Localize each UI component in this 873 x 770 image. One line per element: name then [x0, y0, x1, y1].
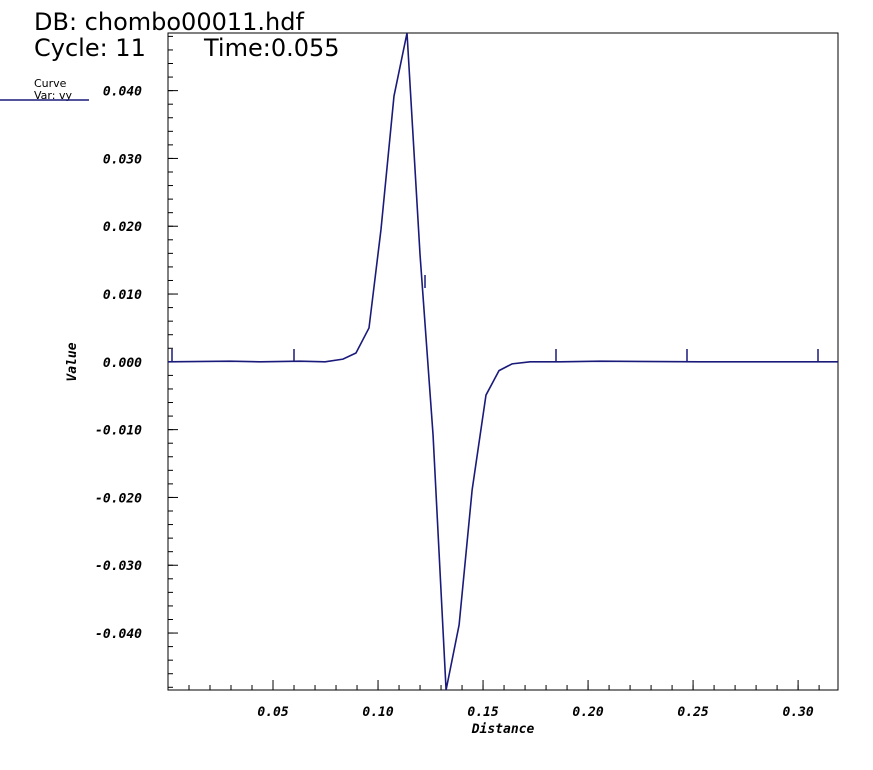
y-tick-label: -0.010 — [95, 424, 142, 439]
y-tick-label: 0.010 — [103, 288, 142, 303]
x-axis-label: Distance — [471, 722, 535, 737]
y-tick-label: -0.030 — [95, 559, 142, 574]
curve — [167, 32, 838, 691]
y-tick-label: -0.040 — [95, 627, 142, 642]
y-tick-label: 0.020 — [103, 220, 142, 235]
y-tick-label: 0.040 — [103, 85, 142, 100]
x-tick-label: 0.25 — [677, 705, 708, 720]
y-tick-label: 0.030 — [103, 152, 142, 167]
time-label: Time:0.055 — [203, 34, 340, 62]
x-tick-label: 0.05 — [257, 705, 288, 720]
y-tick-label: -0.020 — [95, 491, 142, 506]
y-axis-label: Value — [65, 342, 80, 381]
artifact-marks — [171, 275, 819, 362]
x-tick-label: 0.30 — [782, 705, 813, 720]
db-title: DB: chombo00011.hdf — [34, 8, 304, 36]
legend-title: Curve — [34, 77, 67, 90]
legend-variable: Var: vy — [34, 89, 72, 102]
cycle-label: Cycle: 11 — [34, 34, 146, 62]
y-tick-label: 0.000 — [103, 356, 142, 371]
x-tick-label: 0.20 — [572, 705, 603, 720]
x-tick-label: 0.10 — [362, 705, 393, 720]
x-tick-label: 0.15 — [467, 705, 498, 720]
